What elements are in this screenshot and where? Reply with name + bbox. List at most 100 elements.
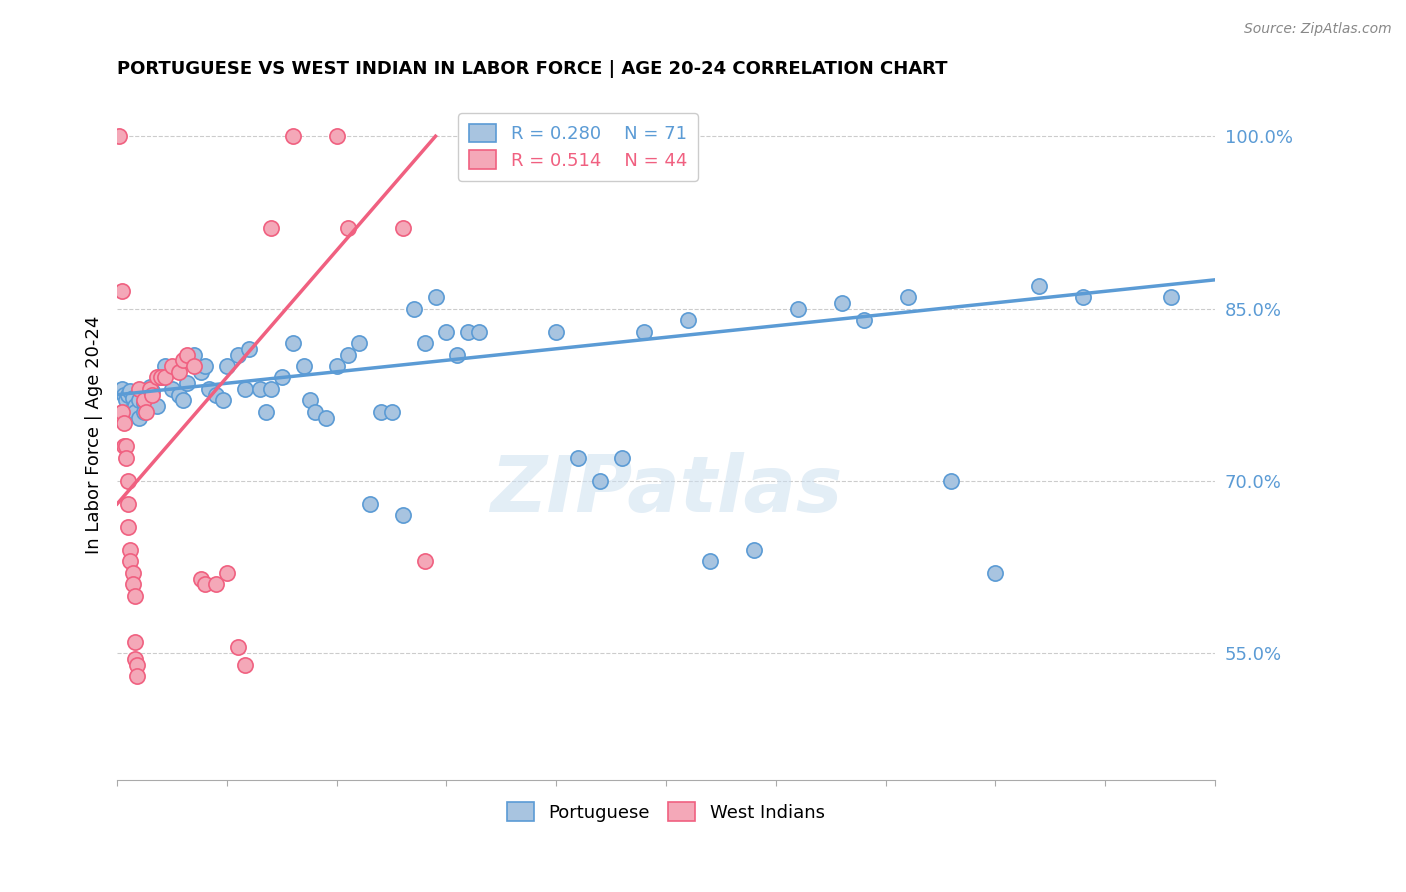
Text: ZIPatlas: ZIPatlas [489,452,842,528]
Point [124,652,146,666]
Point [233,657,256,672]
Point [132,393,155,408]
Point [786,301,808,316]
Point [205,577,228,591]
Point [256,405,278,419]
Point [112,417,135,431]
Point [198,382,221,396]
Point [172,393,194,408]
Point [132,396,155,410]
Point [108,129,131,144]
Point [896,290,918,304]
Point [183,359,205,373]
Point [270,370,292,384]
Point [145,370,167,384]
Point [128,382,150,396]
Point [215,566,238,580]
Point [567,450,589,465]
Point [359,497,381,511]
Point [457,325,479,339]
Point [281,129,304,144]
Point [150,370,173,384]
Point [211,393,233,408]
Point [226,347,249,361]
Point [128,410,150,425]
Point [167,388,190,402]
Point [852,313,875,327]
Point [699,554,721,568]
Legend: Portuguese, West Indians: Portuguese, West Indians [496,791,835,832]
Point [260,382,283,396]
Point [446,347,468,361]
Point [110,405,132,419]
Point [117,520,139,534]
Point [194,577,217,591]
Point [172,353,194,368]
Point [125,657,148,672]
Point [120,554,142,568]
Point [984,566,1007,580]
Point [325,359,347,373]
Point [546,325,568,339]
Point [167,365,190,379]
Point [124,589,146,603]
Point [160,359,183,373]
Point [292,359,315,373]
Point [121,577,143,591]
Point [132,405,155,419]
Y-axis label: In Labor Force | Age 20-24: In Labor Force | Age 20-24 [86,316,103,554]
Point [128,393,150,408]
Point [370,405,392,419]
Point [336,347,359,361]
Point [120,384,142,399]
Point [183,347,205,361]
Point [155,370,177,384]
Point [139,382,162,396]
Point [238,342,260,356]
Text: Source: ZipAtlas.com: Source: ZipAtlas.com [1244,22,1392,37]
Point [141,388,163,402]
Point [110,285,132,299]
Point [315,410,337,425]
Point [381,405,404,419]
Point [676,313,699,327]
Point [589,474,612,488]
Point [831,295,853,310]
Point [120,542,142,557]
Point [325,129,347,144]
Point [215,359,238,373]
Point [176,376,198,391]
Point [160,382,183,396]
Point [633,325,655,339]
Point [249,382,271,396]
Point [124,399,146,413]
Point [194,359,217,373]
Point [115,439,138,453]
Point [391,508,413,523]
Point [155,359,177,373]
Point [117,405,139,419]
Point [742,542,765,557]
Point [124,405,146,419]
Point [112,439,135,453]
Point [304,405,326,419]
Point [124,634,146,648]
Point [115,450,138,465]
Point [117,497,139,511]
Point [413,554,436,568]
Point [1160,290,1182,304]
Point [941,474,963,488]
Point [150,370,173,384]
Point [117,388,139,402]
Point [402,301,425,316]
Point [190,365,212,379]
Point [347,336,370,351]
Point [260,221,283,235]
Point [110,382,132,396]
Point [299,393,322,408]
Point [226,640,249,655]
Point [1028,278,1050,293]
Point [391,221,413,235]
Point [115,393,138,408]
Point [610,450,633,465]
